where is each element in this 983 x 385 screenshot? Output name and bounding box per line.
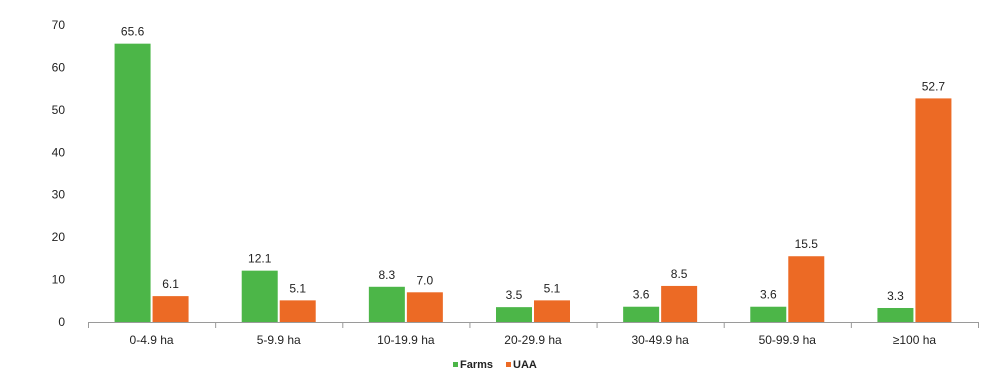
bar-uaa (661, 285, 698, 322)
data-label-farms: 65.6 (121, 25, 145, 39)
legend: Farms UAA (453, 359, 537, 371)
bar-uaa (788, 256, 825, 322)
bar-uaa (915, 98, 952, 322)
bar-farms (623, 306, 660, 322)
y-tick-label: 50 (52, 103, 66, 117)
y-tick-label: 30 (52, 188, 66, 202)
legend-label-uaa: UAA (513, 359, 537, 371)
data-label-farms: 3.5 (506, 288, 523, 302)
bar-farms (368, 286, 405, 322)
data-label-uaa: 5.1 (544, 281, 561, 295)
legend-label-farms: Farms (460, 359, 493, 371)
y-tick-label: 70 (52, 18, 66, 32)
x-tick-label: 0-4.9 ha (130, 333, 174, 347)
x-tick-label: 20-29.9 ha (504, 333, 562, 347)
bar-farms (114, 43, 151, 322)
data-label-uaa: 7.0 (417, 273, 434, 287)
legend-swatch-farms (453, 362, 458, 367)
data-label-farms: 3.6 (633, 288, 650, 302)
data-label-uaa: 15.5 (795, 237, 819, 251)
x-tick-label: 50-99.9 ha (759, 333, 817, 347)
data-label-uaa: 8.5 (671, 267, 688, 281)
x-tick-label: 5-9.9 ha (257, 333, 301, 347)
bar-uaa (534, 300, 570, 322)
x-tick-label: 10-19.9 ha (377, 333, 435, 347)
data-label-farms: 3.3 (887, 289, 904, 303)
legend-swatch-uaa (506, 362, 511, 367)
data-label-uaa: 6.1 (162, 277, 179, 291)
bar-farms (877, 307, 914, 322)
data-label-farms: 3.6 (760, 288, 777, 302)
data-label-uaa: 52.7 (922, 79, 946, 93)
data-label-farms: 12.1 (248, 252, 272, 266)
bar-farms (496, 307, 532, 322)
y-tick-label: 10 (52, 273, 66, 287)
bar-farms (750, 306, 787, 322)
x-axis: 0-4.9 ha 5-9.9 ha 10-19.9 ha 20-29.9 ha 30-4… (88, 322, 979, 347)
y-tick-label: 0 (58, 315, 65, 329)
y-tick-label: 60 (52, 60, 66, 74)
y-axis: 0 10 20 30 40 50 60 70 (52, 18, 66, 329)
bar-uaa (406, 292, 443, 322)
bar-uaa (152, 296, 189, 322)
y-tick-label: 20 (52, 230, 66, 244)
bars: 65.6 6.1 12.1 5.1 8.3 7.0 3.5 5.1 3.6 8.5 3.6 15.5 3… (114, 25, 952, 322)
data-label-uaa: 5.1 (289, 281, 306, 295)
x-tick-label: ≥100 ha (893, 333, 937, 347)
y-tick-label: 40 (52, 145, 66, 159)
bar-uaa (279, 300, 316, 322)
bar-farms (241, 270, 278, 322)
data-label-farms: 8.3 (379, 268, 396, 282)
x-tick-label: 30-49.9 ha (631, 333, 689, 347)
